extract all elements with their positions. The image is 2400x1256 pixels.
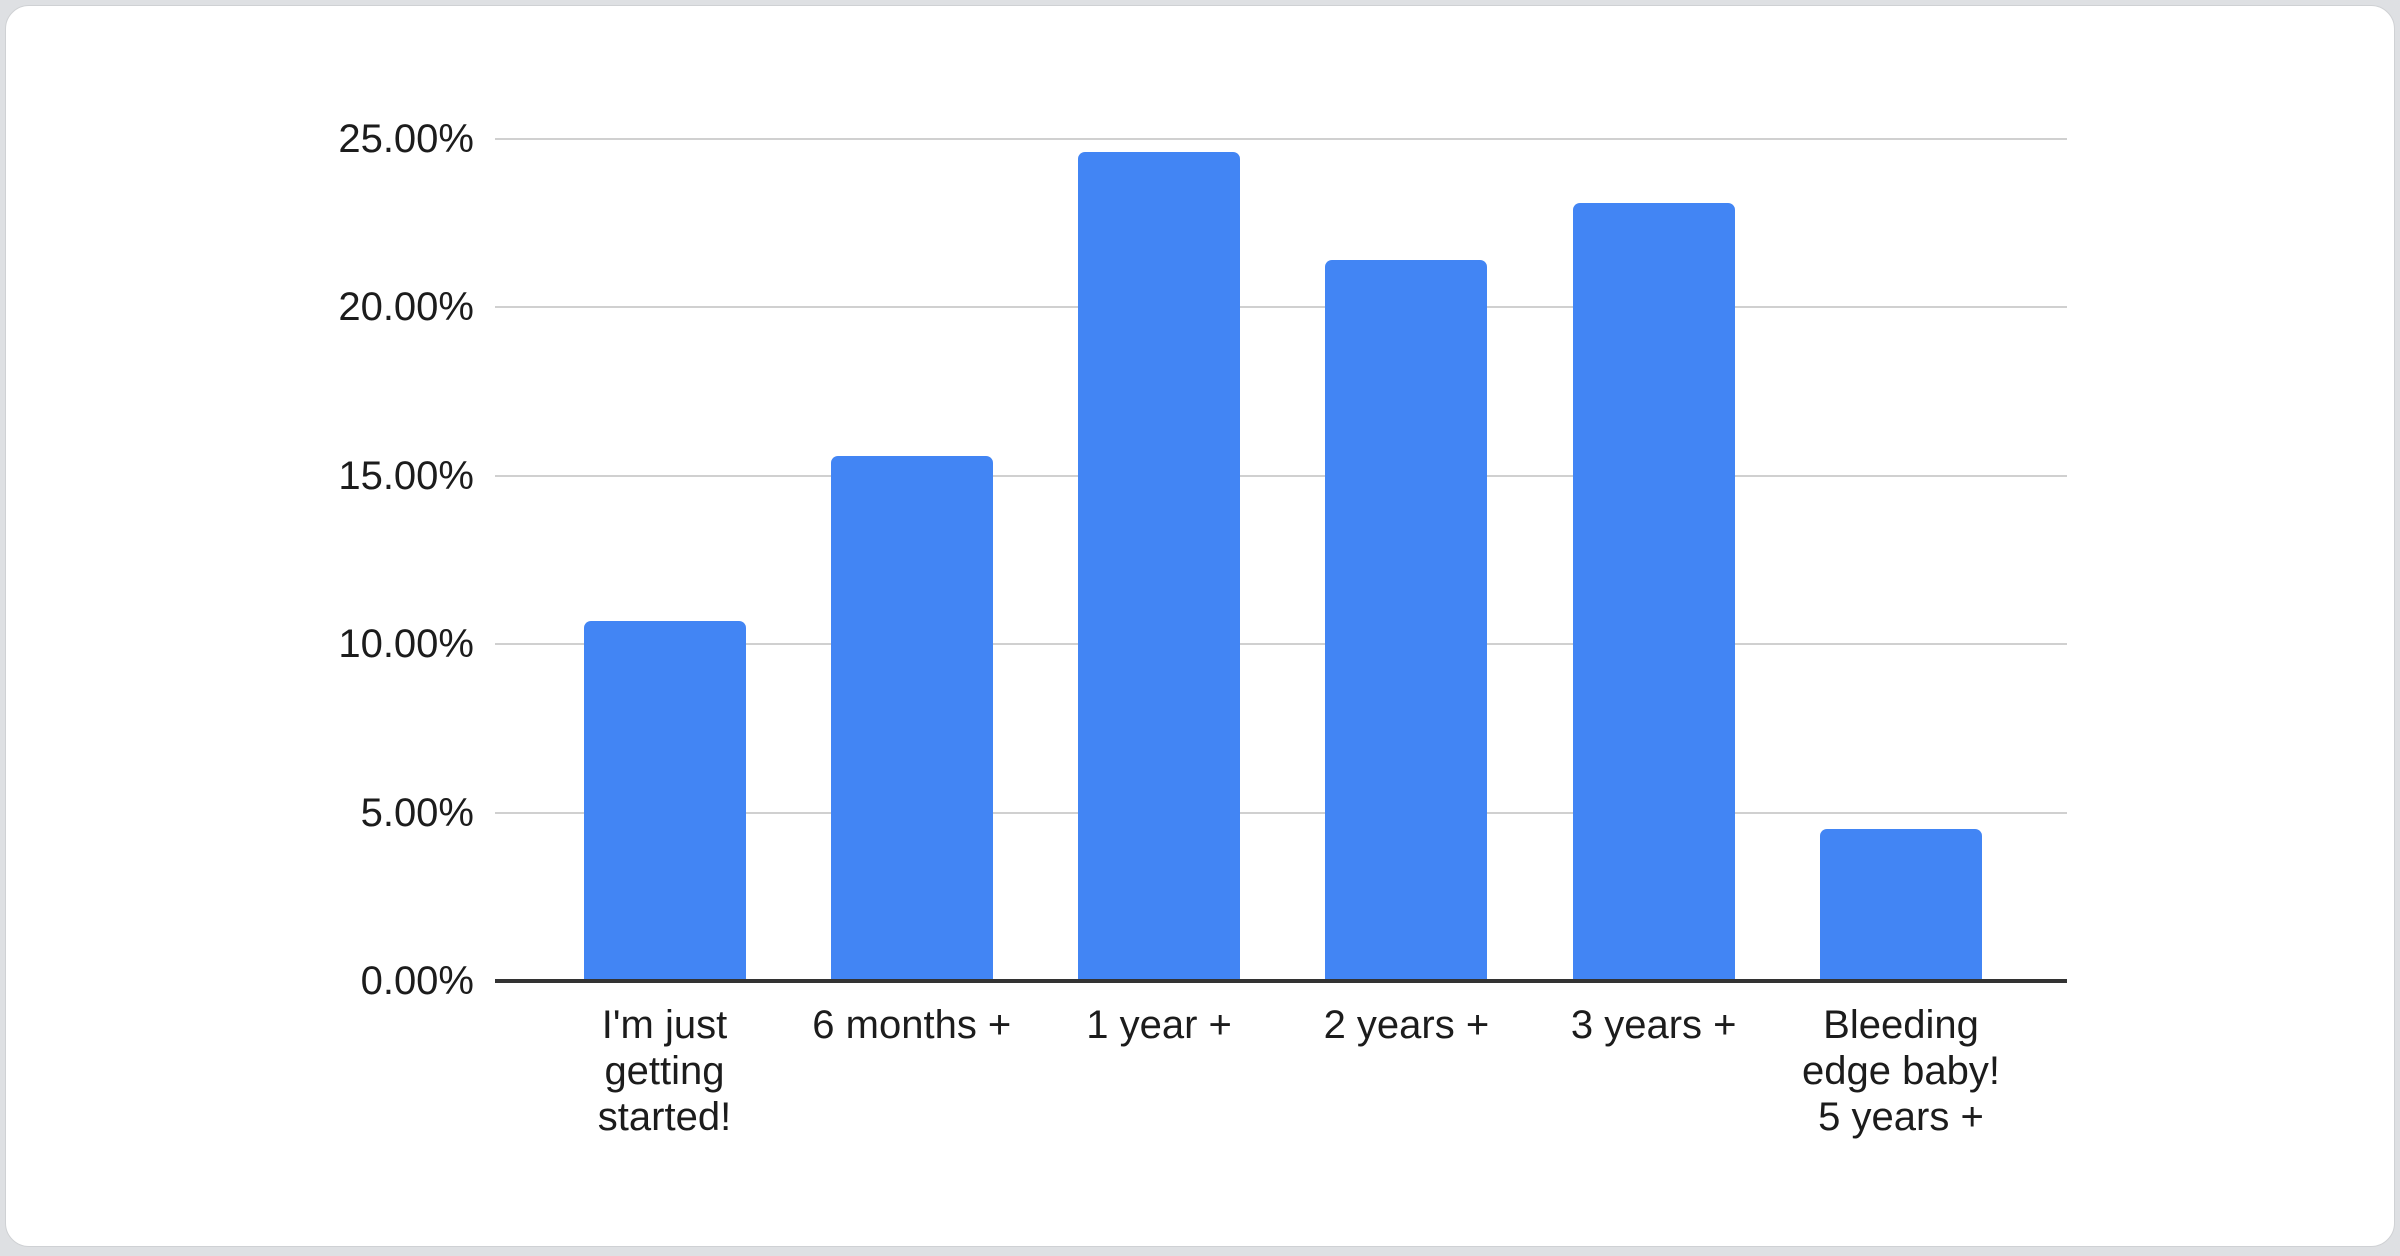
x-axis-category-label-line: edge baby! — [1802, 1049, 2000, 1093]
y-axis-tick-label: 5.00% — [360, 790, 474, 835]
x-axis-category-label-line: 1 year + — [1086, 1003, 1232, 1047]
x-axis-category-label: 3 years + — [1504, 1002, 1804, 1048]
gridline — [495, 811, 2067, 814]
bar-3 — [1078, 152, 1241, 981]
x-axis-category-label: 1 year + — [1009, 1002, 1309, 1048]
x-axis-category-label-line: getting — [604, 1049, 725, 1093]
x-axis-category-label: 6 months + — [762, 1002, 1062, 1048]
bar-2 — [830, 455, 993, 981]
y-axis-tick-label: 10.00% — [338, 622, 474, 667]
x-axis-category-label-line: Bleeding — [1823, 1003, 1979, 1047]
bar-5 — [1572, 202, 1735, 981]
x-axis-category-label-line: I'm just — [601, 1003, 728, 1047]
x-axis-category-label-line: 6 months + — [812, 1003, 1012, 1047]
gridline — [495, 474, 2067, 477]
x-axis-line — [495, 979, 2067, 983]
gridline — [495, 138, 2067, 140]
bar-6 — [1820, 829, 1982, 981]
y-axis-tick-label: 15.00% — [338, 453, 474, 498]
x-axis-category-label: Bleeding edge baby! 5 years + — [1751, 1002, 2051, 1140]
x-axis-category-label-line: started! — [597, 1095, 732, 1139]
x-axis-category-label: 2 years + — [1256, 1002, 1556, 1048]
x-axis-category-label: I'm just getting started! — [515, 1002, 815, 1140]
x-axis-category-label-line: 2 years + — [1323, 1003, 1490, 1047]
bar-1 — [583, 620, 746, 981]
y-axis-tick-label: 20.00% — [338, 285, 474, 330]
gridline — [495, 643, 2067, 646]
gridline — [495, 306, 2067, 309]
y-axis-tick-label: 0.00% — [360, 959, 474, 1003]
bar-4 — [1325, 260, 1488, 981]
y-axis-tick-label: 25.00% — [338, 117, 474, 161]
x-axis-category-label-line: 5 years + — [1818, 1095, 1984, 1139]
x-axis-category-label-line: 3 years + — [1570, 1003, 1737, 1047]
